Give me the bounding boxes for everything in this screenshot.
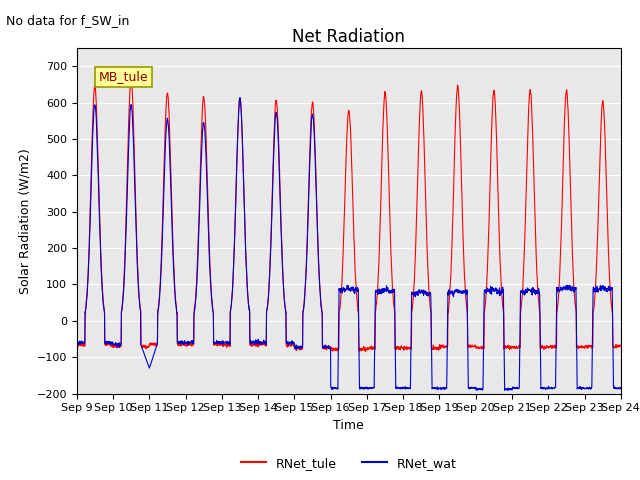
Title: Net Radiation: Net Radiation bbox=[292, 28, 405, 47]
Legend: RNet_tule, RNet_wat: RNet_tule, RNet_wat bbox=[236, 452, 461, 475]
Text: MB_tule: MB_tule bbox=[99, 71, 148, 84]
Y-axis label: Solar Radiation (W/m2): Solar Radiation (W/m2) bbox=[18, 148, 31, 294]
X-axis label: Time: Time bbox=[333, 419, 364, 432]
Text: No data for f_SW_in: No data for f_SW_in bbox=[6, 14, 130, 27]
